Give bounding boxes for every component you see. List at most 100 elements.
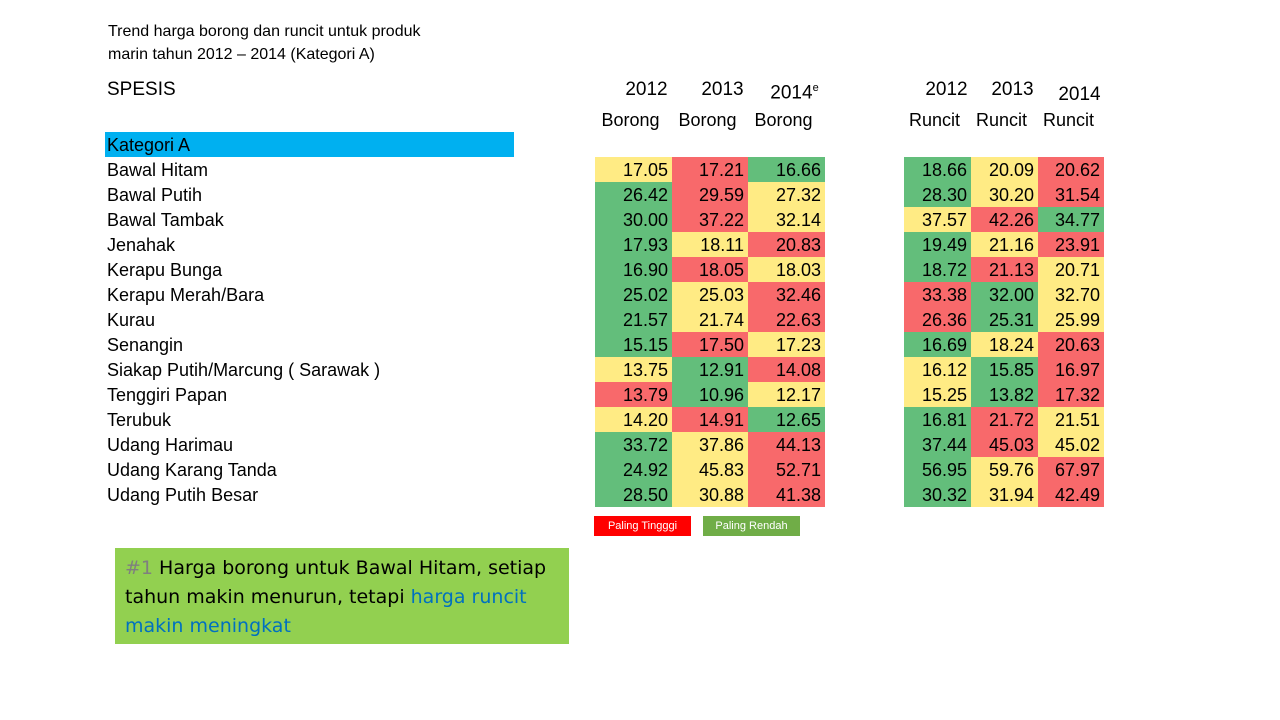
runcit-price-cell: 21.51 xyxy=(1038,407,1104,432)
borong-price-cell: 12.65 xyxy=(748,407,825,432)
borong-price-cell: 45.83 xyxy=(672,457,748,482)
borong-price-cell: 16.90 xyxy=(595,257,672,282)
borong-price-cell: 32.14 xyxy=(748,207,825,232)
borong-price-cell: 13.79 xyxy=(595,382,672,407)
runcit-price-cell: 20.63 xyxy=(1038,332,1104,357)
borong-price-cell: 18.05 xyxy=(672,257,748,282)
borong-type-2012: Borong xyxy=(601,110,660,130)
runcit-price-cell: 16.97 xyxy=(1038,357,1104,382)
runcit-price-cell: 42.26 xyxy=(971,207,1038,232)
runcit-price-cell: 25.99 xyxy=(1038,307,1104,332)
runcit-price-cell: 32.00 xyxy=(971,282,1038,307)
runcit-price-cell: 18.24 xyxy=(971,332,1038,357)
runcit-price-cell: 18.66 xyxy=(904,157,971,182)
borong-price-cell: 41.38 xyxy=(748,482,825,507)
runcit-type-2013: Runcit xyxy=(975,110,1028,130)
legend-lowest: Paling Rendah xyxy=(703,516,800,536)
runcit-price-cell: 20.71 xyxy=(1038,257,1104,282)
runcit-price-cell: 56.95 xyxy=(904,457,971,482)
title-line-2: marin tahun 2012 – 2014 (Kategori A) xyxy=(108,46,375,63)
runcit-price-cell: 13.82 xyxy=(971,382,1038,407)
borong-price-cell: 33.72 xyxy=(595,432,672,457)
borong-price-cell: 30.00 xyxy=(595,207,672,232)
borong-price-cell: 10.96 xyxy=(672,382,748,407)
borong-price-cell: 24.92 xyxy=(595,457,672,482)
species-name: Bawal Tambak xyxy=(107,210,224,230)
borong-year-2012: 2012 xyxy=(625,79,668,100)
borong-price-cell: 14.20 xyxy=(595,407,672,432)
species-name: Udang Karang Tanda xyxy=(107,460,277,480)
runcit-year-2013: 2013 xyxy=(991,79,1034,100)
runcit-price-cell: 16.12 xyxy=(904,357,971,382)
note-highlight: harga runcit makin meningkat xyxy=(125,586,527,637)
species-name: Kerapu Merah/Bara xyxy=(107,285,265,305)
species-name: Bawal Hitam xyxy=(107,160,209,180)
borong-price-cell: 44.13 xyxy=(748,432,825,457)
borong-price-cell: 20.83 xyxy=(748,232,825,257)
species-name: Kurau xyxy=(107,310,156,330)
species-name: Kerapu Bunga xyxy=(107,260,223,280)
borong-price-cell: 52.71 xyxy=(748,457,825,482)
runcit-price-cell: 42.49 xyxy=(1038,482,1104,507)
borong-price-cell: 16.66 xyxy=(748,157,825,182)
runcit-price-cell: 21.16 xyxy=(971,232,1038,257)
borong-price-cell: 22.63 xyxy=(748,307,825,332)
borong-price-cell: 21.57 xyxy=(595,307,672,332)
note-number: #1 xyxy=(125,557,154,579)
borong-price-cell: 17.21 xyxy=(672,157,748,182)
runcit-price-cell: 30.20 xyxy=(971,182,1038,207)
species-name: Udang Harimau xyxy=(107,435,234,455)
runcit-price-table: 18.66 20.09 20.62 28.30 30.20 31.54 37.57 42.26… xyxy=(904,157,1104,507)
species-name: Tenggiri Papan xyxy=(107,385,228,405)
legend-highest: Paling Tingggi xyxy=(594,516,691,536)
runcit-price-cell: 26.36 xyxy=(904,307,971,332)
runcit-price-cell: 17.32 xyxy=(1038,382,1104,407)
runcit-price-cell: 16.69 xyxy=(904,332,971,357)
borong-price-cell: 14.91 xyxy=(672,407,748,432)
runcit-price-cell: 33.38 xyxy=(904,282,971,307)
borong-price-cell: 21.74 xyxy=(672,307,748,332)
runcit-price-cell: 21.13 xyxy=(971,257,1038,282)
runcit-price-cell: 32.70 xyxy=(1038,282,1104,307)
borong-price-cell: 18.11 xyxy=(672,232,748,257)
borong-year-2014: 2014e xyxy=(770,82,819,104)
runcit-price-cell: 19.49 xyxy=(904,232,971,257)
title-line-1: Trend harga borong dan runcit untuk prod… xyxy=(108,23,421,40)
runcit-price-cell: 28.30 xyxy=(904,182,971,207)
species-name: Jenahak xyxy=(107,235,176,255)
borong-price-cell: 28.50 xyxy=(595,482,672,507)
runcit-price-cell: 37.44 xyxy=(904,432,971,457)
runcit-price-cell: 16.81 xyxy=(904,407,971,432)
borong-price-cell: 18.03 xyxy=(748,257,825,282)
borong-price-cell: 12.91 xyxy=(672,357,748,382)
runcit-price-cell: 45.03 xyxy=(971,432,1038,457)
borong-price-cell: 27.32 xyxy=(748,182,825,207)
borong-price-cell: 15.15 xyxy=(595,332,672,357)
runcit-year-2012: 2012 xyxy=(925,79,968,100)
runcit-price-cell: 25.31 xyxy=(971,307,1038,332)
borong-price-cell: 12.17 xyxy=(748,382,825,407)
borong-price-cell: 29.59 xyxy=(672,182,748,207)
borong-price-table: 17.05 17.21 16.66 26.42 29.59 27.32 30.00 37.22… xyxy=(595,157,825,507)
runcit-price-cell: 31.54 xyxy=(1038,182,1104,207)
runcit-price-cell: 15.85 xyxy=(971,357,1038,382)
species-name: Udang Putih Besar xyxy=(107,485,259,505)
borong-price-cell: 17.50 xyxy=(672,332,748,357)
borong-price-cell: 17.93 xyxy=(595,232,672,257)
runcit-price-cell: 18.72 xyxy=(904,257,971,282)
borong-price-cell: 37.86 xyxy=(672,432,748,457)
note-text: Harga borong untuk Bawal Hitam, setiap t… xyxy=(125,557,547,608)
runcit-price-cell: 20.62 xyxy=(1038,157,1104,182)
spesis-header: SPESIS xyxy=(107,79,176,100)
note-box: #1 Harga borong untuk Bawal Hitam, setia… xyxy=(115,548,569,644)
borong-price-cell: 17.05 xyxy=(595,157,672,182)
runcit-price-cell: 37.57 xyxy=(904,207,971,232)
borong-price-cell: 25.02 xyxy=(595,282,672,307)
species-name: Senangin xyxy=(107,335,184,355)
runcit-price-cell: 67.97 xyxy=(1038,457,1104,482)
borong-price-cell: 32.46 xyxy=(748,282,825,307)
species-name: Terubuk xyxy=(107,410,172,430)
runcit-price-cell: 20.09 xyxy=(971,157,1038,182)
species-name: Bawal Putih xyxy=(107,185,203,205)
borong-year-2013: 2013 xyxy=(701,79,744,100)
